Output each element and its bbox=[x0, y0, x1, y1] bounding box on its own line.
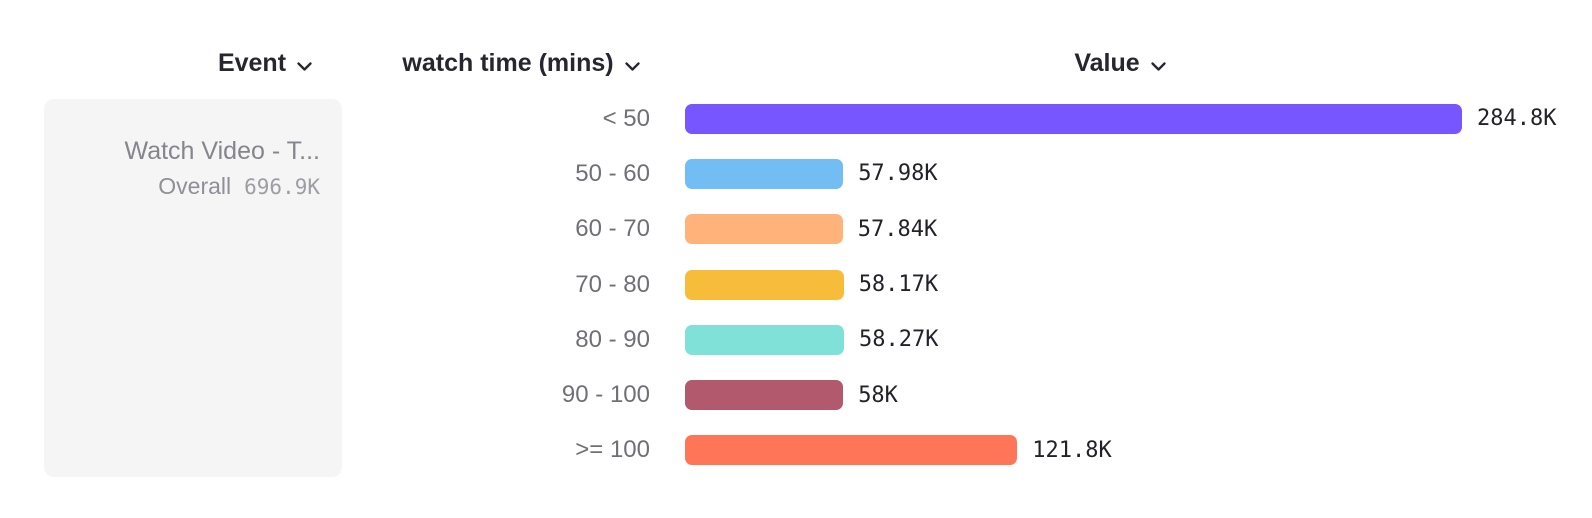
category-label: 50 - 60 bbox=[575, 159, 650, 187]
chart-row: 90 - 100 58K bbox=[0, 367, 1592, 422]
chart-row: 50 - 60 57.98K bbox=[0, 146, 1592, 201]
bar-value-label: 121.8K bbox=[1032, 437, 1112, 463]
bar-value-label: 57.84K bbox=[857, 216, 938, 242]
chart-row: 80 - 90 58.27K bbox=[0, 312, 1592, 367]
bar-value-label: 58.27K bbox=[859, 327, 939, 353]
bar-segment[interactable] bbox=[685, 103, 1462, 134]
value-column-dropdown[interactable]: Value bbox=[985, 47, 1255, 79]
bar-segment[interactable] bbox=[685, 214, 843, 245]
bar-segment[interactable] bbox=[685, 435, 1018, 466]
category-label: < 50 bbox=[602, 104, 650, 132]
chart-row: >= 100 121.8K bbox=[0, 423, 1592, 478]
bar-chart: < 50 284.8K 50 - 60 57.98K 60 - 70 57.84K 70 -… bbox=[0, 91, 1592, 478]
breakdown-column-label: watch time (mins) bbox=[402, 48, 614, 77]
breakdown-column-dropdown[interactable]: watch time (mins) bbox=[386, 47, 656, 79]
event-card[interactable]: Watch Video - T... Overall 696.9K bbox=[44, 99, 342, 477]
category-label: 70 - 80 bbox=[575, 270, 650, 298]
chevron-down-icon bbox=[1151, 50, 1166, 79]
event-overall-row: Overall 696.9K bbox=[158, 173, 320, 200]
chevron-down-icon bbox=[297, 50, 312, 79]
category-label: >= 100 bbox=[575, 436, 650, 464]
bar-value-label: 57.98K bbox=[858, 161, 938, 187]
bar-segment[interactable] bbox=[685, 158, 844, 189]
overall-label: Overall bbox=[158, 173, 232, 199]
overall-value: 696.9K bbox=[244, 175, 320, 199]
event-column-label: Event bbox=[217, 48, 287, 77]
bar-value-label: 58K bbox=[858, 382, 898, 408]
category-label: 80 - 90 bbox=[575, 325, 650, 353]
bar-segment[interactable] bbox=[685, 269, 844, 300]
bar-value-label: 58.17K bbox=[858, 272, 939, 298]
event-column-dropdown[interactable]: Event bbox=[180, 47, 350, 79]
category-label: 60 - 70 bbox=[575, 215, 650, 243]
chart-row: 70 - 80 58.17K bbox=[0, 257, 1592, 312]
value-column-label: Value bbox=[1074, 48, 1140, 77]
event-title: Watch Video - T... bbox=[124, 137, 320, 165]
category-label: 90 - 100 bbox=[561, 381, 650, 409]
chart-row: < 50 284.8K bbox=[0, 91, 1592, 146]
bar-value-label: 284.8K bbox=[1477, 106, 1557, 132]
chart-row: 60 - 70 57.84K bbox=[0, 202, 1592, 257]
bar-segment[interactable] bbox=[685, 380, 844, 411]
bar-segment[interactable] bbox=[685, 324, 844, 355]
chevron-down-icon bbox=[624, 50, 640, 79]
